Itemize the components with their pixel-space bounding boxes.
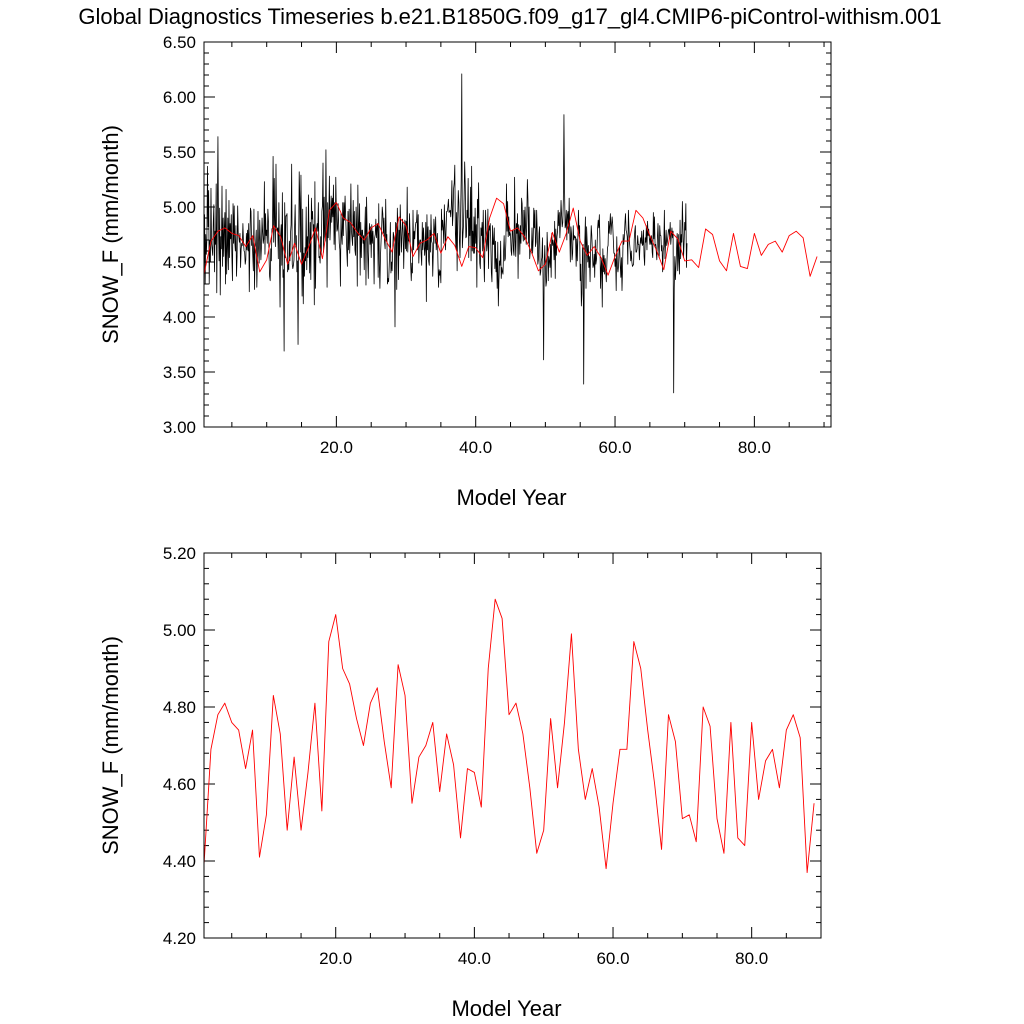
x-tick-label: 80.0 bbox=[735, 949, 768, 968]
y-tick-label: 5.00 bbox=[163, 198, 196, 217]
x-tick-label: 60.0 bbox=[596, 949, 629, 968]
top-panel-tick-labels: 20.0 40.0 60.0 80.0 3.00 3.50 4.00 4.50 5.00 5.50… bbox=[163, 33, 771, 457]
bottom-panel-y-axis-label: SNOW_F (mm/month) bbox=[98, 636, 123, 855]
x-tick-label: 40.0 bbox=[458, 949, 491, 968]
y-tick-label: 5.20 bbox=[163, 544, 196, 563]
y-tick-label: 4.60 bbox=[163, 775, 196, 794]
x-tick-label: 80.0 bbox=[738, 438, 771, 457]
y-tick-label: 4.00 bbox=[163, 308, 196, 327]
bottom-panel-x-axis-label: Model Year bbox=[451, 996, 561, 1021]
top-panel-series bbox=[203, 73, 818, 394]
top-panel-y-axis-label: SNOW_F (mm/month) bbox=[98, 125, 123, 344]
y-tick-label: 3.50 bbox=[163, 363, 196, 382]
top-panel-x-axis-label: Model Year bbox=[456, 485, 566, 510]
x-tick-label: 20.0 bbox=[319, 949, 352, 968]
bottom-panel-ticks bbox=[204, 552, 822, 939]
bottom-panel-tick-labels: 20.0 40.0 60.0 80.0 4.20 4.40 4.60 4.80 5.00 5.20 bbox=[163, 544, 768, 968]
series-line-monthly bbox=[203, 73, 688, 394]
y-tick-label: 6.00 bbox=[163, 88, 196, 107]
y-tick-label: 4.40 bbox=[163, 852, 196, 871]
x-tick-label: 40.0 bbox=[459, 438, 492, 457]
x-tick-label: 60.0 bbox=[598, 438, 631, 457]
bottom-panel-series bbox=[203, 598, 815, 873]
top-panel-frame bbox=[203, 41, 832, 428]
y-tick-label: 5.50 bbox=[163, 143, 196, 162]
series-line-annual-mean bbox=[203, 197, 818, 277]
figure-title: Global Diagnostics Timeseries b.e21.B185… bbox=[78, 4, 941, 29]
y-tick-label: 4.80 bbox=[163, 698, 196, 717]
bottom-panel-frame bbox=[203, 552, 822, 939]
top-timeseries-panel: 20.0 40.0 60.0 80.0 3.00 3.50 4.00 4.50 5.00 5.50… bbox=[98, 33, 832, 510]
bottom-timeseries-panel: 20.0 40.0 60.0 80.0 4.20 4.40 4.60 4.80 5.00 5.20… bbox=[98, 544, 822, 1021]
y-tick-label: 6.50 bbox=[163, 33, 196, 52]
x-tick-label: 20.0 bbox=[320, 438, 353, 457]
y-tick-label: 4.20 bbox=[163, 929, 196, 948]
y-tick-label: 5.00 bbox=[163, 621, 196, 640]
y-tick-label: 4.50 bbox=[163, 253, 196, 272]
y-tick-label: 3.00 bbox=[163, 418, 196, 437]
series-line-annual-mean bbox=[203, 598, 815, 873]
